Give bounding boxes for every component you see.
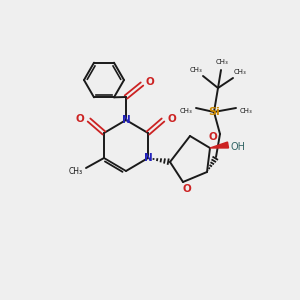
Text: OH: OH — [230, 142, 245, 152]
Text: N: N — [122, 115, 130, 125]
Polygon shape — [210, 142, 229, 148]
Text: CH₃: CH₃ — [240, 108, 252, 114]
Text: CH₃: CH₃ — [216, 59, 228, 65]
Text: O: O — [183, 184, 191, 194]
Text: CH₃: CH₃ — [234, 69, 246, 75]
Text: O: O — [146, 77, 154, 87]
Text: O: O — [76, 114, 84, 124]
Text: CH₃: CH₃ — [190, 67, 202, 73]
Text: Si: Si — [208, 107, 220, 117]
Text: N: N — [144, 153, 152, 163]
Text: CH₃: CH₃ — [69, 167, 83, 176]
Text: O: O — [208, 132, 217, 142]
Text: O: O — [168, 114, 176, 124]
Text: CH₃: CH₃ — [180, 108, 192, 114]
